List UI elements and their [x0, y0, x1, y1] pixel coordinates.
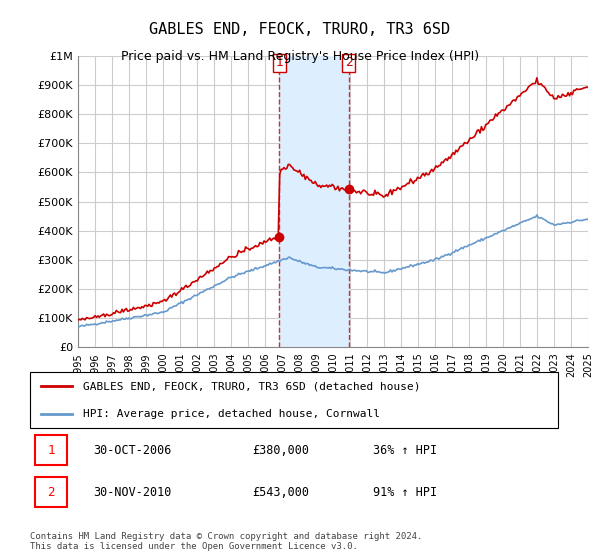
- Text: 30-NOV-2010: 30-NOV-2010: [94, 486, 172, 498]
- Text: 30-OCT-2006: 30-OCT-2006: [94, 444, 172, 456]
- Text: Contains HM Land Registry data © Crown copyright and database right 2024.
This d: Contains HM Land Registry data © Crown c…: [30, 532, 422, 552]
- Text: HPI: Average price, detached house, Cornwall: HPI: Average price, detached house, Corn…: [83, 409, 380, 419]
- Text: 2: 2: [345, 56, 353, 69]
- FancyBboxPatch shape: [30, 372, 558, 428]
- Text: 91% ↑ HPI: 91% ↑ HPI: [373, 486, 437, 498]
- Text: GABLES END, FEOCK, TRURO, TR3 6SD: GABLES END, FEOCK, TRURO, TR3 6SD: [149, 22, 451, 38]
- Text: 1: 1: [275, 56, 283, 69]
- FancyBboxPatch shape: [35, 436, 67, 465]
- Bar: [279, 56, 349, 347]
- Text: GABLES END, FEOCK, TRURO, TR3 6SD (detached house): GABLES END, FEOCK, TRURO, TR3 6SD (detac…: [83, 381, 420, 391]
- FancyBboxPatch shape: [35, 477, 67, 507]
- Text: 1: 1: [47, 444, 55, 456]
- Text: £380,000: £380,000: [252, 444, 309, 456]
- Text: Price paid vs. HM Land Registry's House Price Index (HPI): Price paid vs. HM Land Registry's House …: [121, 50, 479, 63]
- Text: 36% ↑ HPI: 36% ↑ HPI: [373, 444, 437, 456]
- Text: 2: 2: [47, 486, 55, 498]
- Text: £543,000: £543,000: [252, 486, 309, 498]
